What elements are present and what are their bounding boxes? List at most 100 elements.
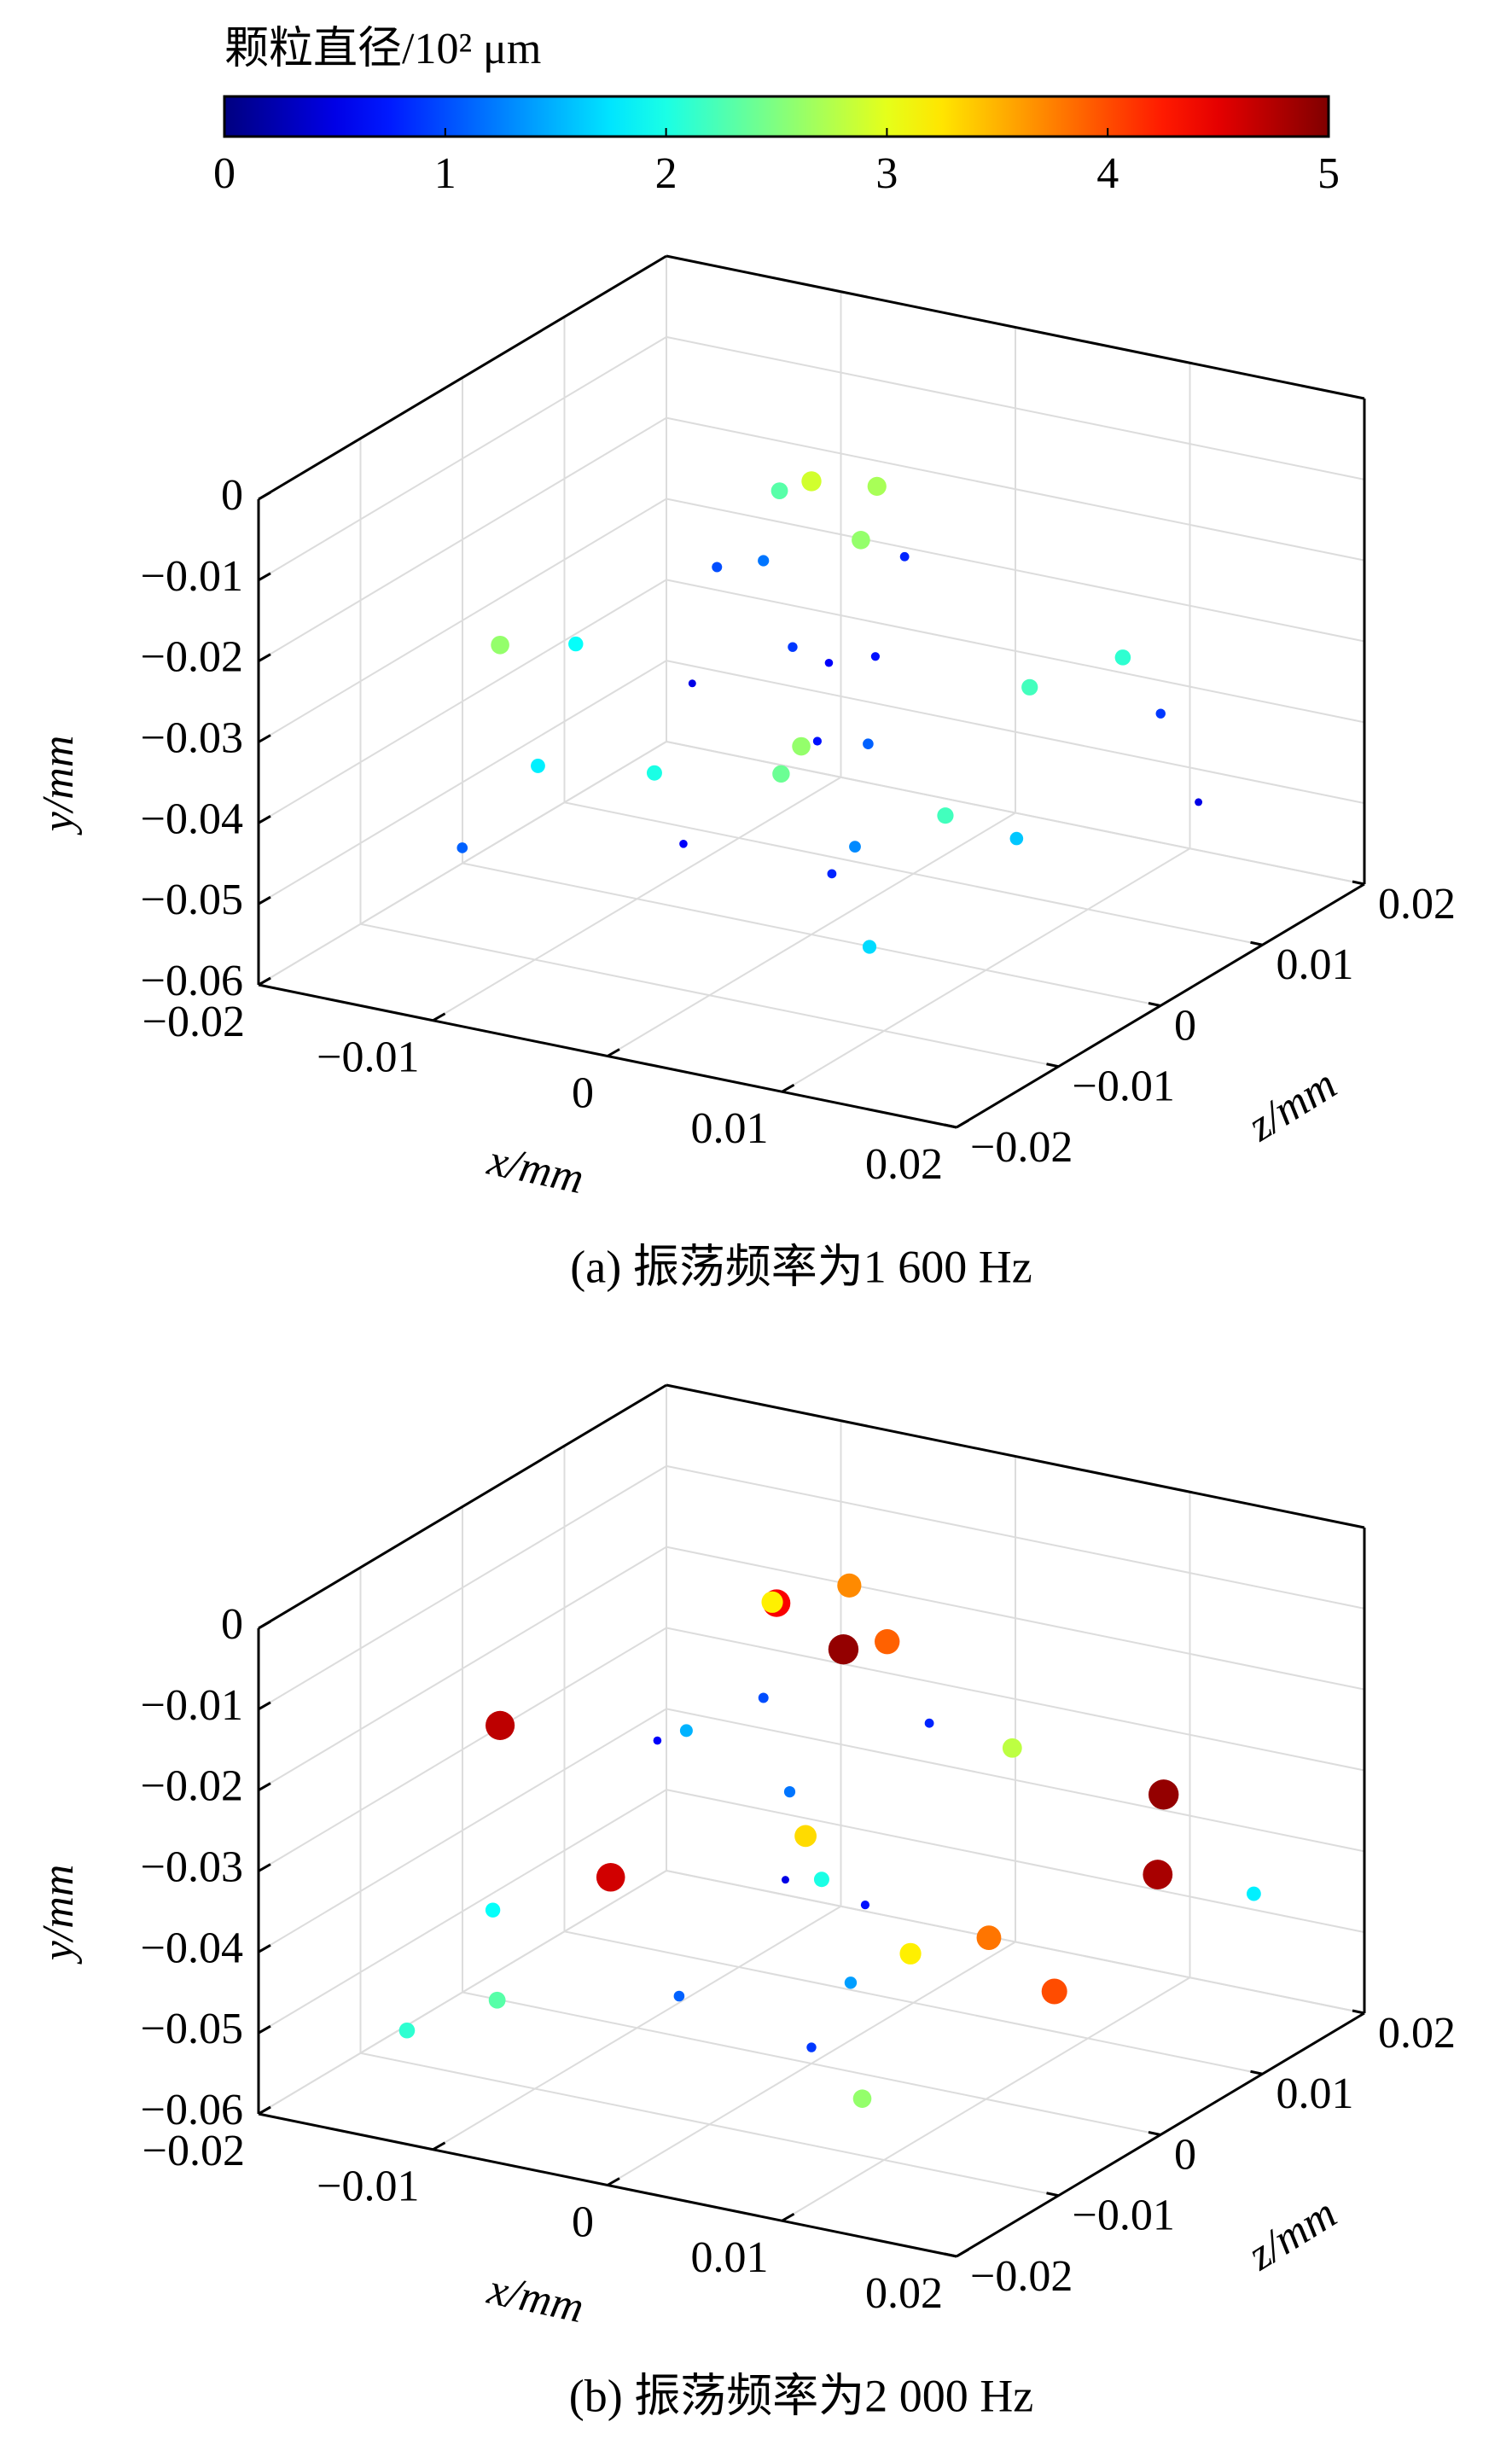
x-axis-label: x/mm <box>483 1136 588 1203</box>
particle <box>976 1925 1002 1951</box>
particle <box>758 555 770 567</box>
grid-line <box>666 498 1365 643</box>
tick-mark <box>258 734 271 743</box>
particle <box>646 765 662 781</box>
tick-mark <box>1046 2192 1059 2198</box>
y-tick-label: −0.04 <box>141 795 243 843</box>
y-tick-label: −0.02 <box>141 633 243 682</box>
grid-line <box>666 335 1365 480</box>
particle <box>812 736 823 746</box>
tick-mark <box>258 895 271 905</box>
tick-mark <box>258 1620 271 1630</box>
y-tick-label: −0.02 <box>141 1762 243 1811</box>
x-tick-label: 0 <box>572 1068 594 1117</box>
z-tick-label: 0 <box>1174 2130 1196 2179</box>
tick-mark <box>258 1782 271 1791</box>
particle <box>673 1990 685 2002</box>
tick-mark <box>944 2252 957 2258</box>
particle <box>398 2022 416 2039</box>
tick-mark <box>432 2141 446 2151</box>
z-tick-label: −0.02 <box>970 1123 1073 1172</box>
y-tick-label: −0.03 <box>141 1842 243 1891</box>
tick-mark <box>258 653 271 662</box>
particle <box>924 1718 934 1728</box>
particle <box>679 840 688 848</box>
colorbar <box>223 95 1330 138</box>
particle <box>870 652 880 661</box>
x-tick-label: 0.01 <box>691 2233 769 2282</box>
particle <box>1195 798 1203 806</box>
x-tick-label: 0 <box>572 2198 594 2246</box>
particle <box>596 1862 625 1892</box>
particle <box>1155 708 1166 719</box>
tick-mark <box>258 1863 271 1872</box>
particle <box>491 635 509 655</box>
colorbar-title: 颗粒直径/10² μm <box>224 25 541 73</box>
y-tick-label: 0 <box>221 471 243 520</box>
particle <box>568 636 584 652</box>
y-tick-label: −0.03 <box>141 713 243 762</box>
particle <box>761 1591 783 1613</box>
particle <box>1009 831 1024 846</box>
tick-mark <box>258 2105 271 2116</box>
particle <box>688 679 696 688</box>
grid-line <box>564 801 1263 946</box>
z-tick-label: 0.01 <box>1276 940 1354 989</box>
axis-line <box>258 254 667 501</box>
particle <box>1114 649 1131 666</box>
tick-mark <box>956 1119 969 1129</box>
colorbar-tick-label: 1 <box>434 149 457 198</box>
particle <box>771 482 788 499</box>
axis-line <box>666 254 1365 400</box>
particle <box>712 562 723 573</box>
particle <box>1021 678 1038 696</box>
particle <box>531 759 545 773</box>
tick-mark <box>1046 1062 1059 1068</box>
grid-line <box>360 2052 1059 2197</box>
particle <box>806 2042 817 2052</box>
x-tick-label: −0.02 <box>142 998 245 1046</box>
z-tick-label: −0.01 <box>1073 2192 1175 2240</box>
particle <box>758 1692 769 1703</box>
particle <box>875 1628 900 1655</box>
particle <box>1149 1779 1179 1810</box>
tick-mark <box>781 1083 795 1093</box>
particle <box>486 1710 515 1740</box>
caption: (a) 振荡频率为1 600 Hz <box>570 1241 1032 1292</box>
x-tick-label: −0.01 <box>317 1033 419 1082</box>
grid-line <box>666 1708 1365 1853</box>
particle <box>679 1724 693 1738</box>
particle <box>1041 1978 1067 2005</box>
particle <box>852 531 870 550</box>
z-tick-label: −0.02 <box>970 2252 1073 2301</box>
grid-line <box>462 862 1161 1007</box>
tick-mark <box>607 2177 620 2186</box>
tick-mark <box>944 1123 957 1129</box>
z-axis-label: z/mm <box>1239 1060 1345 1151</box>
particle <box>488 1991 506 2009</box>
particle <box>794 1825 817 1848</box>
z-tick-label: 0.01 <box>1276 2070 1354 2118</box>
tick-mark <box>1250 940 1263 946</box>
grid-line <box>462 1991 1161 2136</box>
grid-line <box>666 660 1365 805</box>
colorbar-tick-label: 0 <box>213 149 236 198</box>
grid-line <box>666 1546 1365 1691</box>
tick-mark <box>258 976 271 987</box>
z-tick-label: 0.02 <box>1378 2009 1456 2058</box>
particle <box>867 476 887 496</box>
particle <box>801 471 822 492</box>
x-tick-label: 0.02 <box>865 2269 943 2318</box>
tick-mark <box>1148 1002 1161 1007</box>
particle <box>863 738 874 750</box>
particle <box>827 869 837 879</box>
tick-mark <box>607 1048 620 1057</box>
y-tick-label: −0.01 <box>141 1681 243 1730</box>
particle <box>783 1786 796 1798</box>
particle <box>849 841 861 853</box>
z-axis-label: z/mm <box>1239 2189 1345 2280</box>
particle <box>485 1902 501 1918</box>
grid-line <box>360 923 1059 1068</box>
grid-line <box>666 1870 1365 2014</box>
